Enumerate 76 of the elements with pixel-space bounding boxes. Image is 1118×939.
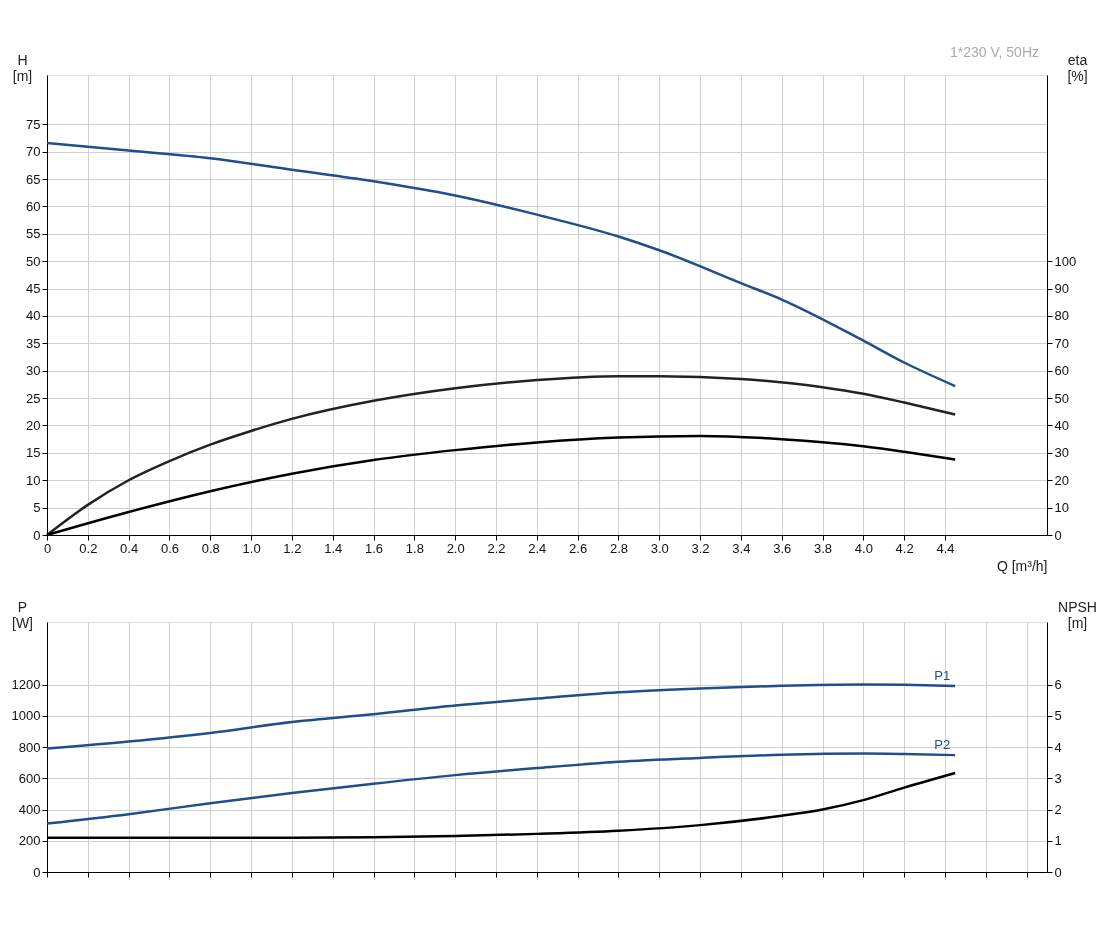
x-tick-label: 4.4 [936,540,955,556]
x-tick-label: 0.8 [201,540,220,556]
text: 1*230 V, 50Hz [950,44,1039,60]
y-tick-label: 75 [26,116,41,132]
y2-tick-label: 90 [1054,281,1069,297]
y-tick-label: 0 [33,527,41,543]
y2-tick-label: 40 [1054,417,1069,433]
x-tick-label: 1.8 [405,540,424,556]
x-tick-label: 3.2 [691,540,710,556]
y-tick-label: 65 [26,171,41,187]
x-tick-label: 0.2 [79,540,98,556]
y-tick-label: 40 [26,308,41,324]
y2-tick-label: 1 [1054,833,1062,849]
x-tick-label: 2.8 [609,540,628,556]
x-tick-label: 1.6 [364,540,384,556]
y-tick-label: 50 [26,253,41,269]
line-series [45,374,957,537]
y-axis-title: H [m] [12,51,33,84]
x-tick-label: 4.0 [854,540,873,556]
y2-axis-title: eta [%] [1067,51,1088,84]
y-tick-label: 10 [26,472,41,488]
y-tick-label: 20 [26,417,41,433]
x-tick-label: 2.6 [569,540,588,556]
x-tick-label: 3.4 [732,540,751,556]
y-tick-label: 35 [26,335,41,351]
x-tick-label: 2.0 [446,540,465,556]
y-tick-label: 1200 [11,677,41,692]
y-tick-label: 45 [26,281,41,297]
y2-tick-label: 0 [1054,527,1062,543]
y-tick-label: 600 [18,770,41,786]
series-label: P2 [934,737,951,753]
y-axis-title: P [W] [12,598,33,631]
x-tick-label: 4.2 [895,540,914,556]
x-axis-title: Q [m³/h] [996,557,1048,574]
y2-axis-title: NPSH [m] [1058,598,1097,631]
y2-tick-label: 100 [1054,253,1077,269]
x-tick-label: 0 [43,540,52,556]
y2-tick-label: 6 [1054,677,1062,692]
line-series [45,752,957,825]
y-tick-label: 55 [26,226,41,242]
y-tick-label: 30 [26,363,41,379]
y-tick-label: 1000 [11,708,41,724]
x-tick-label: 1.2 [283,540,302,556]
y2-tick-label: 50 [1054,390,1069,406]
y-tick-label: 15 [26,445,41,461]
y-tick-label: 0 [33,864,41,880]
y2-tick-label: 80 [1054,308,1069,324]
y-tick-label: 70 [26,144,41,160]
y2-tick-label: 70 [1054,335,1069,351]
x-tick-label: 1.0 [242,540,261,556]
y2-tick-label: 5 [1054,708,1062,724]
y2-tick-label: 60 [1054,363,1069,379]
y2-tick-label: 0 [1054,864,1062,880]
y-tick-label: 800 [18,739,41,755]
y-tick-label: 200 [18,833,41,849]
x-tick-label: 2.4 [528,540,547,556]
x-tick-label: 2.2 [487,540,506,556]
y2-tick-label: 10 [1054,500,1069,516]
x-tick-label: 0.6 [160,540,179,556]
x-tick-label: 3.8 [813,540,833,556]
line-series [45,141,957,388]
series-label: P1 [934,668,951,684]
y2-tick-label: 4 [1054,739,1062,755]
y-tick-label: 25 [26,390,41,406]
y2-tick-label: 30 [1054,445,1069,461]
y-tick-label: 400 [18,802,41,817]
x-tick-label: 0.4 [120,540,139,556]
line-series [45,683,957,750]
y-tick-label: 60 [26,198,41,214]
x-tick-label: 1.4 [324,540,343,556]
x-tick-label: 3.0 [650,540,669,556]
y2-tick-label: 20 [1054,472,1069,488]
y2-tick-label: 3 [1054,770,1062,786]
y2-tick-label: 2 [1054,802,1062,817]
y-tick-label: 5 [33,500,41,516]
x-tick-label: 3.6 [773,540,792,556]
